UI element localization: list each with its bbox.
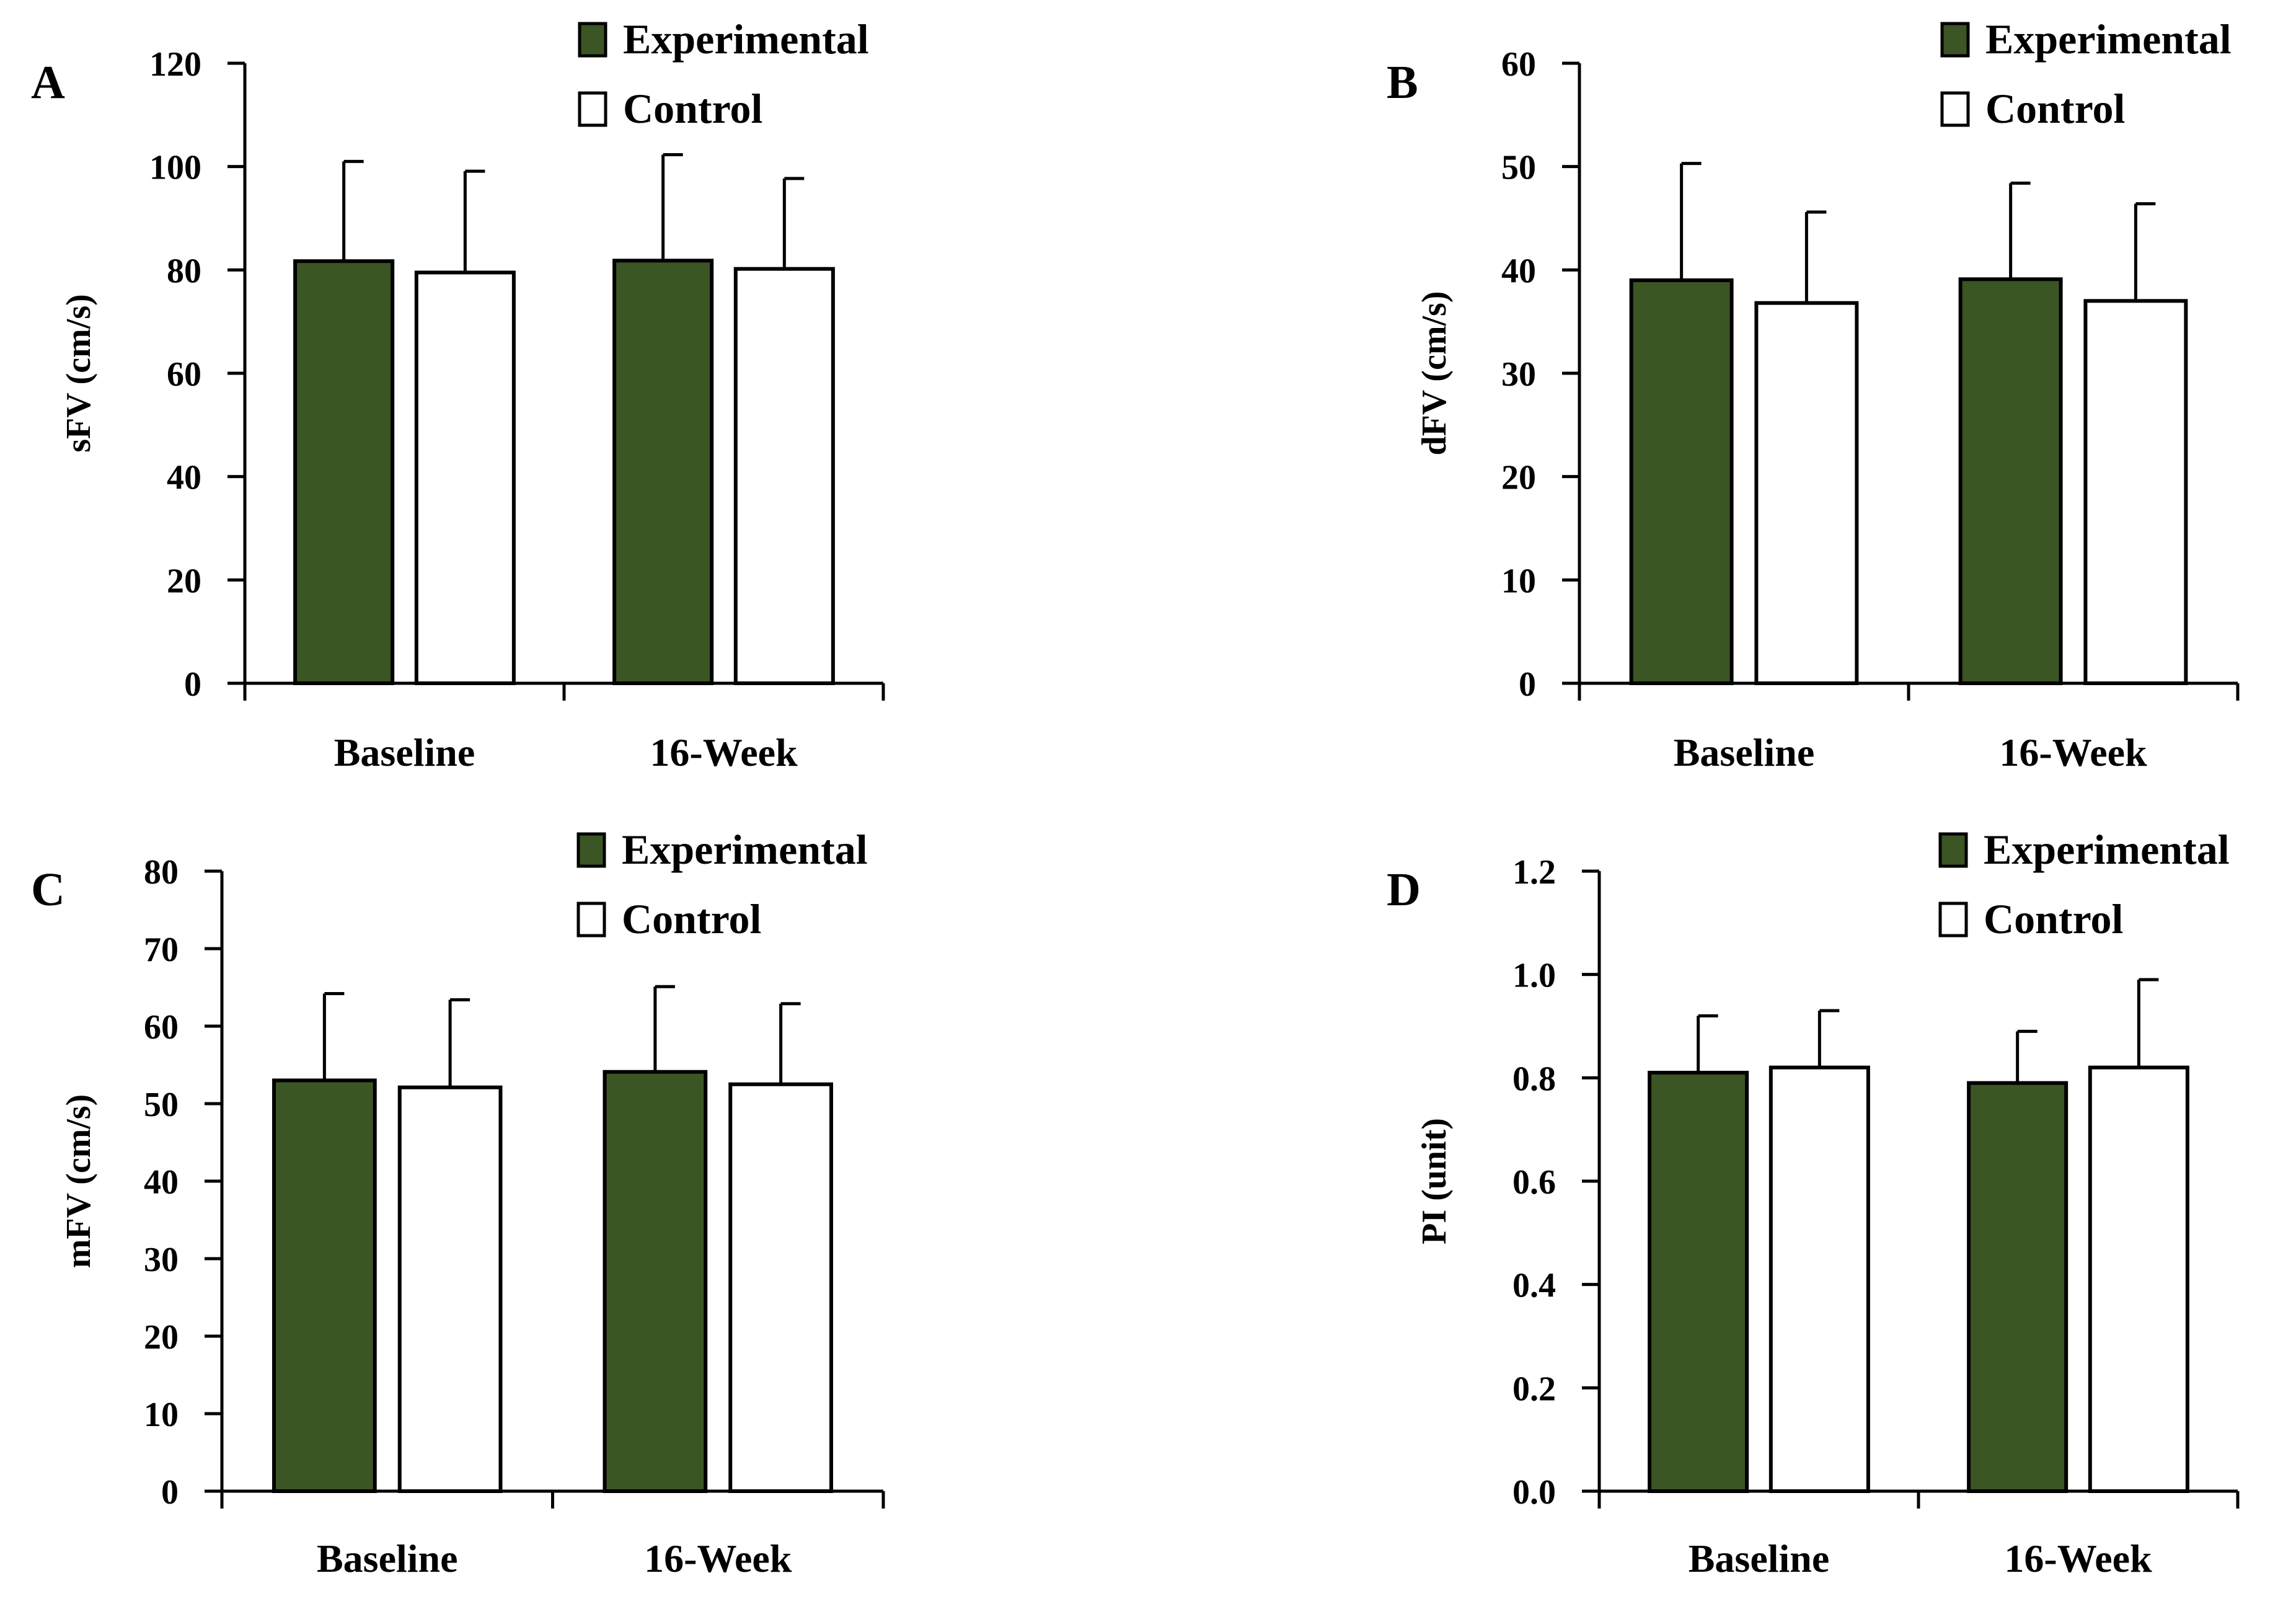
bar-experimental (1967, 1081, 2069, 1493)
y-tick-label: 80 (144, 853, 179, 892)
y-tick-label: 50 (144, 1086, 179, 1124)
y-tick-label: 10 (144, 1396, 179, 1434)
x-category-label: 16-Week (1999, 730, 2147, 774)
y-tick-label: 60 (1501, 45, 1536, 84)
y-axis-title: PI (unit) (1415, 1118, 1454, 1244)
y-tick-label: 0.4 (1512, 1267, 1556, 1305)
y-tick-label: 40 (144, 1163, 179, 1202)
bar-experimental (603, 1070, 708, 1493)
legend-label: Control (622, 895, 761, 942)
y-tick-label: 20 (144, 1318, 179, 1357)
bar-control (1754, 301, 1859, 685)
y-axis-title: dFV (cm/s) (1415, 291, 1454, 456)
bar-control (2083, 299, 2188, 686)
bar-experimental (272, 1078, 377, 1493)
y-tick-label: 100 (149, 149, 201, 187)
x-category-label: 16-Week (650, 730, 798, 774)
y-tick-label: 30 (1501, 355, 1536, 394)
y-tick-label: 1.2 (1512, 853, 1556, 892)
legend-swatch-control (578, 91, 607, 127)
legend-swatch-experimental (1940, 22, 1970, 58)
bar-experimental (1958, 277, 2063, 686)
x-category-label: Baseline (317, 1536, 458, 1580)
y-tick-label: 60 (167, 355, 201, 394)
legend-label: Experimental (622, 826, 868, 873)
legend-label: Experimental (1985, 16, 2232, 63)
y-tick-label: 0.6 (1512, 1163, 1556, 1202)
legend-swatch-control (1940, 91, 1970, 127)
legend-swatch-control (576, 902, 606, 937)
y-tick-label: 30 (144, 1241, 179, 1279)
bar-control (728, 1082, 833, 1493)
bar-experimental (293, 259, 395, 685)
legend-swatch-experimental (1938, 832, 1968, 868)
bar-control (1768, 1065, 1870, 1493)
bar-experimental (1629, 278, 1734, 685)
bar-experimental (612, 259, 714, 686)
bar-experimental (1648, 1071, 1749, 1493)
legend-label: Control (1985, 85, 2125, 132)
x-category-label: Baseline (1689, 1536, 1830, 1580)
y-axis-title: mFV (cm/s) (60, 1094, 98, 1268)
legend-swatch-experimental (578, 22, 607, 58)
panel-letter: A (31, 56, 65, 109)
legend-label: Control (1984, 895, 2123, 942)
y-tick-label: 70 (144, 931, 179, 969)
y-tick-label: 0 (184, 665, 201, 704)
y-tick-label: 10 (1501, 562, 1536, 600)
x-category-label: 16-Week (2004, 1536, 2152, 1580)
y-tick-label: 20 (1501, 459, 1536, 497)
y-tick-label: 80 (167, 252, 201, 290)
y-tick-label: 20 (167, 562, 201, 600)
y-tick-label: 40 (167, 459, 201, 497)
legend-swatch-control (1938, 902, 1968, 937)
x-category-label: Baseline (1674, 730, 1815, 774)
panel-letter: D (1387, 864, 1421, 916)
y-tick-label: 120 (149, 45, 201, 84)
panel-letter: B (1387, 56, 1418, 109)
x-category-label: Baseline (334, 730, 475, 774)
legend-swatch-experimental (576, 832, 606, 868)
panel-letter: C (31, 864, 65, 916)
y-tick-label: 40 (1501, 252, 1536, 290)
y-tick-label: 0.0 (1512, 1473, 1556, 1512)
y-tick-label: 50 (1501, 149, 1536, 187)
bar-control (2088, 1065, 2189, 1493)
y-tick-label: 1.0 (1512, 957, 1556, 995)
y-tick-label: 0 (161, 1473, 179, 1512)
y-tick-label: 0 (1519, 665, 1536, 704)
y-axis-title: sFV (cm/s) (60, 294, 98, 453)
chart-panel-d: D PI (unit) 0.0 0.2 0.4 0.6 0.8 1.0 1.2 Baseline 1… (1387, 826, 2240, 1580)
y-tick-label: 0.2 (1512, 1370, 1556, 1408)
legend-label: Control (623, 85, 762, 132)
legend-label: Experimental (623, 16, 869, 63)
bar-control (733, 267, 835, 685)
y-tick-label: 60 (144, 1008, 179, 1047)
bar-control (414, 270, 516, 685)
y-tick-label: 0.8 (1512, 1060, 1556, 1098)
bar-control (397, 1085, 503, 1493)
legend-label: Experimental (1984, 826, 2230, 873)
x-category-label: 16-Week (644, 1536, 792, 1580)
